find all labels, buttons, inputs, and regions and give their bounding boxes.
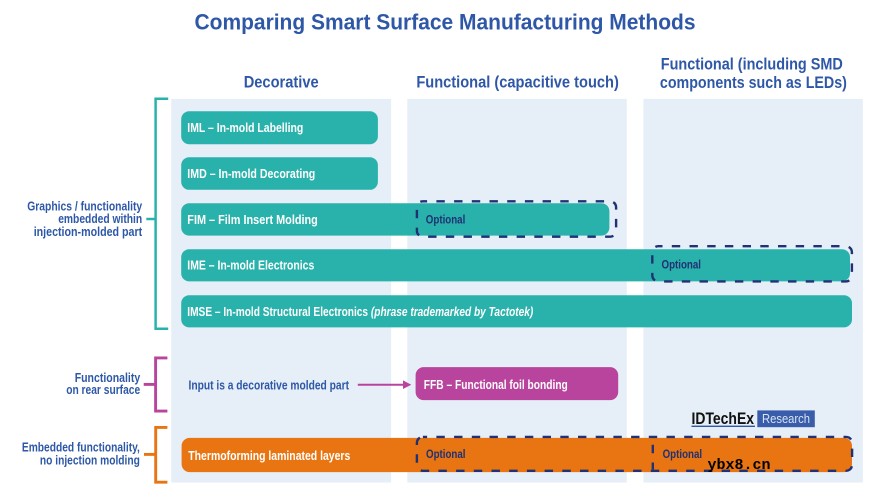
svg-text:IML – In-mold Labelling: IML – In-mold Labelling: [187, 120, 303, 135]
svg-text:IDTechEx: IDTechEx: [692, 410, 755, 428]
svg-text:Decorative: Decorative: [244, 73, 319, 92]
svg-text:no injection molding: no injection molding: [40, 453, 140, 467]
svg-text:Graphics / functionality: Graphics / functionality: [27, 200, 142, 214]
svg-text:Optional: Optional: [662, 257, 702, 271]
svg-text:FIM – Film Insert Molding: FIM – Film Insert Molding: [187, 212, 318, 227]
svg-text:Functionality: Functionality: [75, 371, 141, 385]
svg-text:embedded within: embedded within: [58, 212, 142, 226]
svg-text:Optional: Optional: [426, 212, 466, 226]
svg-text:Input is a decorative molded p: Input is a decorative molded part: [189, 377, 350, 392]
svg-text:Research: Research: [762, 411, 810, 426]
svg-text:IMSE – In-mold Structural Elec: IMSE – In-mold Structural Electronics (p…: [187, 304, 533, 319]
svg-text:Optional: Optional: [426, 447, 466, 461]
svg-text:Functional (capacitive touch): Functional (capacitive touch): [416, 73, 619, 92]
svg-text:Functional (including SMD: Functional (including SMD: [661, 55, 843, 74]
svg-text:Optional: Optional: [663, 447, 703, 461]
svg-text:on rear surface: on rear surface: [66, 383, 140, 397]
svg-text:Comparing Smart Surface Manufa: Comparing Smart Surface Manufacturing Me…: [195, 10, 696, 35]
svg-text:injection-molded part: injection-molded part: [34, 225, 143, 239]
svg-text:components such as LEDs): components such as LEDs): [660, 73, 847, 92]
svg-text:Thermoforming laminated layers: Thermoforming laminated layers: [188, 448, 350, 463]
svg-text:IME – In-mold Electronics: IME – In-mold Electronics: [187, 258, 314, 273]
svg-text:ybx8.cn: ybx8.cn: [708, 457, 771, 474]
svg-text:FFB – Functional foil bonding: FFB – Functional foil bonding: [424, 377, 568, 392]
svg-text:Embedded functionality,: Embedded functionality,: [22, 440, 140, 454]
svg-text:IMD – In-mold Decorating: IMD – In-mold Decorating: [187, 166, 315, 181]
